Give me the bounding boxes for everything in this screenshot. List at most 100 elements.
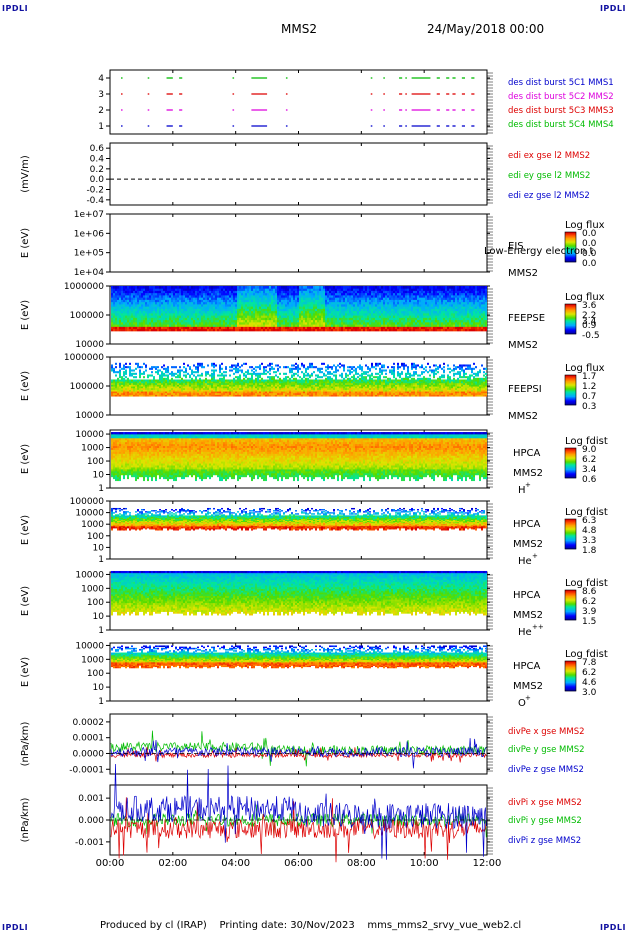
hpca_he-panel-instrument: HPCA MMS2 He + — [513, 519, 543, 567]
y-axis-label: E (eV) — [20, 515, 31, 545]
ytick-label: 10000 — [75, 430, 104, 440]
ytick-label: 1000 — [81, 520, 104, 530]
ytick-label: 1e+05 — [74, 249, 104, 259]
ytick-label: 100000 — [70, 311, 105, 321]
ytick-label: 10 — [93, 683, 105, 693]
spacecraft-label: MMS2 — [508, 411, 538, 422]
time-tick-label: 12:00 — [473, 858, 502, 869]
ytick-label: 1000 — [81, 584, 104, 594]
ytick-label: 0.2 — [90, 165, 104, 175]
burst-panel-frame: 4 3 2 1 — [98, 69, 493, 135]
colorbar-label: 1.2 — [582, 382, 596, 392]
ytick-label: 0.001 — [78, 794, 104, 804]
ytick-label: 100 — [87, 532, 104, 542]
species-label: O — [518, 698, 526, 709]
ytick-label: 1 — [98, 626, 104, 636]
footer-line: Produced by cl (IRAP) Printing date: 30/… — [100, 920, 521, 931]
species-label: He — [518, 627, 532, 638]
ytick-label: 3 — [98, 90, 104, 100]
ytick-label: 1e+07 — [74, 210, 104, 220]
species-charge: + — [525, 481, 531, 489]
time-tick-label: 04:00 — [221, 858, 250, 869]
colorbar-label: 3.4 — [582, 317, 597, 327]
colorbar-label: 0.0 — [582, 259, 597, 269]
species-charge: + — [532, 552, 538, 560]
ytick-label: 0.4 — [90, 155, 105, 165]
legend-entry: divPe z gse MMS2 — [508, 765, 584, 775]
time-tick-label: 02:00 — [158, 858, 187, 869]
instrument-label: HPCA — [513, 590, 541, 601]
corner-mark-bottom-left: IPDLI — [2, 923, 28, 932]
divpi-panel-traces — [110, 763, 487, 863]
feepse-panel-spectrogram — [111, 286, 487, 332]
colorbar-label: 0.3 — [582, 402, 596, 412]
ytick-label: -0.001 — [75, 838, 104, 848]
legend-entry: edi ex gse l2 MMS2 — [508, 151, 590, 161]
spacecraft-label: MMS2 — [513, 468, 543, 479]
colorbar-label: -0.5 — [582, 331, 600, 341]
y-axis-label: E (eV) — [20, 444, 31, 474]
ytick-label: 10 — [93, 612, 105, 622]
ytick-label: 0.0002 — [73, 718, 105, 728]
hpca_he2-panel-instrument: HPCA MMS2 He ++ — [513, 590, 544, 638]
time-axis: 00:00 02:00 04:00 06:00 08:00 10:00 12:00 — [96, 858, 502, 869]
spacecraft-label: MMS2 — [508, 340, 538, 351]
ytick-label: 4 — [98, 74, 104, 84]
colorbar-label: 0.0 — [582, 229, 597, 239]
colorbar-label: 2.2 — [582, 311, 596, 321]
legend-entry: edi ey gse l2 MMS2 — [508, 171, 590, 181]
ytick-label: 1 — [98, 484, 104, 494]
colorbar-label: 9.0 — [582, 445, 597, 455]
y-axis-label: E (eV) — [20, 228, 31, 258]
species-label: He — [518, 556, 532, 567]
eis-panel-instrument: EIS MMS2 Low-Energy electron t — [484, 241, 594, 279]
y-axis-label: (nPa/km) — [20, 722, 31, 767]
legend-entry: edi ez gse l2 MMS2 — [508, 191, 590, 201]
species-charge: ++ — [532, 623, 544, 631]
y-axis-label: (mV/m) — [20, 155, 31, 193]
ytick-label: -0.0001 — [69, 765, 104, 775]
divpe-panel-legend: divPe x gse MMS2 divPe y gse MMS2 divPe z … — [508, 727, 585, 775]
instrument-label: EIS — [508, 241, 524, 252]
edi-panel-frame: 0.60.40.20.0-0.2-0.4 (mV/m) — [20, 142, 493, 206]
ytick-label: 10 — [93, 543, 105, 553]
spacecraft-label: MMS2 — [513, 610, 543, 621]
colorbar-label: 1.7 — [582, 372, 596, 382]
time-tick-label: 10:00 — [410, 858, 439, 869]
time-tick-label: 08:00 — [347, 858, 376, 869]
colorbar-title: Log flux — [565, 220, 605, 231]
colorbar-label: 3.9 — [582, 607, 597, 617]
corner-mark-top-left: IPDLI — [2, 4, 28, 13]
ytick-label: 10000 — [75, 340, 104, 350]
legend-entry: divPe x gse MMS2 — [508, 727, 585, 737]
colorbar-label: 3.0 — [582, 688, 597, 698]
hpca_h-panel-instrument: HPCA MMS2 H + — [513, 448, 543, 496]
ytick-label: 10000 — [75, 411, 104, 421]
instrument-label: HPCA — [513, 661, 541, 672]
colorbar-label: 3.3 — [582, 536, 596, 546]
y-axis-label: E (eV) — [20, 657, 31, 687]
colorbar-label: 6.2 — [582, 668, 596, 678]
colorbar-label: 6.2 — [582, 597, 596, 607]
footer-filename: mms_mms2_srvy_vue_web2.cl — [367, 920, 521, 931]
species-label: H — [518, 485, 526, 496]
hpca_o-panel-spectrogram — [111, 645, 487, 669]
ytick-label: 10000 — [75, 570, 104, 580]
colorbar-title: Log fdist — [565, 649, 608, 660]
y-axis-label: E (eV) — [20, 300, 31, 330]
divpi-panel-legend: divPi x gse MMS2 divPi y gse MMS2 divPi z … — [508, 798, 582, 846]
ytick-label: 1000000 — [64, 282, 104, 292]
colorbar-label: 1.5 — [582, 617, 596, 627]
colorbar-title: Log fdist — [565, 507, 608, 518]
ytick-label: 0.0 — [90, 175, 105, 185]
y-axis-label: E (eV) — [20, 586, 31, 616]
header-datetime: 24/May/2018 00:00 — [427, 22, 544, 36]
instrument-label: HPCA — [513, 448, 541, 459]
colorbar-label: 4.8 — [582, 526, 597, 536]
colorbar-label: 3.4 — [582, 465, 597, 475]
